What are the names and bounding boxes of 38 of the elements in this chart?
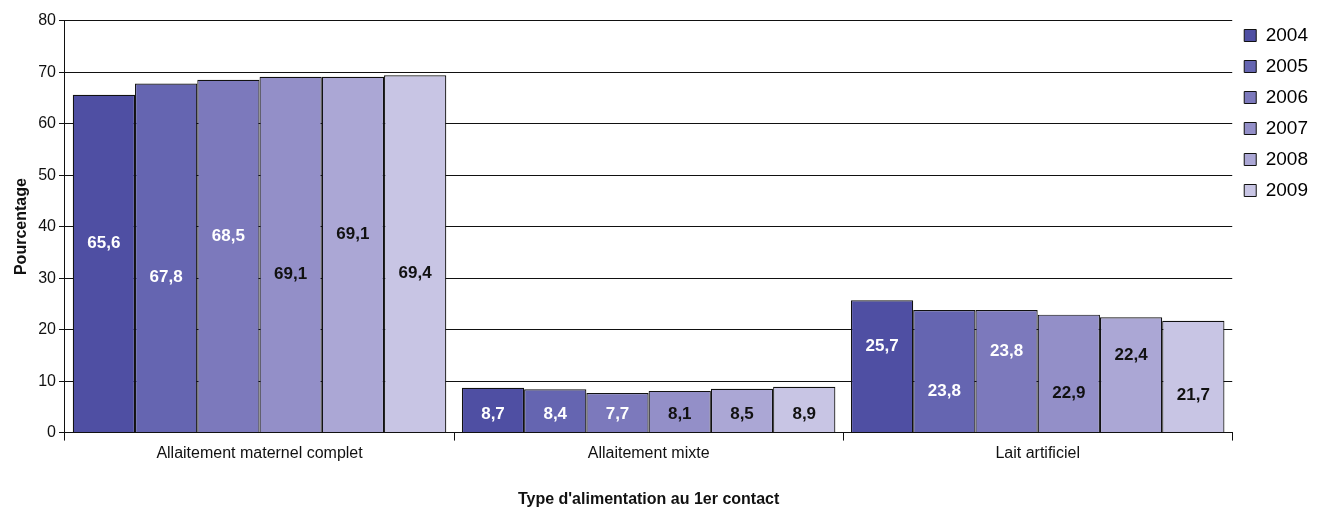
legend-label: 2005 — [1265, 54, 1309, 76]
data-label: 67,8 — [149, 267, 183, 287]
y-tick-label: 60 — [38, 114, 57, 132]
data-label: 21,7 — [1176, 384, 1210, 404]
x-axis-title: Type d'alimentation au 1er contact — [517, 489, 780, 507]
y-tick-label: 20 — [38, 320, 57, 338]
y-tick-label: 0 — [47, 423, 57, 441]
y-axis-title: Pourcentage — [12, 178, 30, 276]
y-tick-label: 70 — [38, 62, 57, 80]
x-tick-label: Allaitement mixte — [587, 443, 710, 461]
legend-label: 2006 — [1265, 85, 1309, 107]
data-label: 69,4 — [398, 263, 433, 283]
y-tick-label: 30 — [38, 268, 57, 286]
data-label: 8,1 — [667, 403, 692, 423]
y-tick-label: 10 — [38, 371, 57, 389]
data-label: 8,7 — [481, 403, 505, 423]
data-label: 23,8 — [990, 340, 1024, 360]
legend-label: 2009 — [1265, 178, 1309, 200]
x-tick-label: Allaitement maternel complet — [156, 443, 364, 461]
legend-label: 2007 — [1265, 116, 1309, 138]
data-label: 8,4 — [543, 403, 568, 423]
data-label: 7,7 — [605, 403, 630, 423]
legend-label: 2004 — [1265, 23, 1309, 45]
data-label: 23,8 — [927, 380, 961, 400]
data-label: 69,1 — [274, 264, 308, 284]
legend-label: 2008 — [1265, 147, 1309, 169]
data-label: 8,5 — [730, 403, 754, 423]
y-tick-label: 80 — [38, 11, 57, 29]
data-label: 22,4 — [1114, 345, 1149, 365]
x-tick-label: Lait artificiel — [995, 443, 1080, 461]
data-label: 22,9 — [1052, 382, 1086, 402]
data-label: 8,9 — [792, 403, 817, 423]
data-label: 68,5 — [211, 225, 245, 245]
y-tick-label: 40 — [38, 217, 57, 235]
y-tick-label: 50 — [38, 165, 57, 183]
data-label: 25,7 — [865, 335, 899, 355]
data-label: 69,1 — [336, 224, 370, 244]
data-label: 65,6 — [87, 233, 121, 253]
